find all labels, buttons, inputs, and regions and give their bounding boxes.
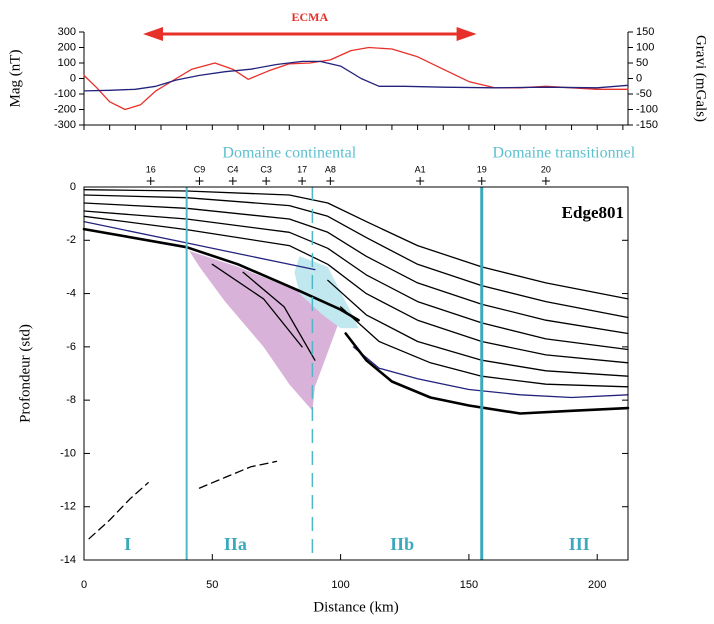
y-tick-label: 100 xyxy=(58,57,76,69)
well-marker xyxy=(326,177,335,185)
well-label: 16 xyxy=(146,164,156,174)
y2-axis-label: Gravi (mGals) xyxy=(693,35,709,122)
well-label: C9 xyxy=(194,164,206,174)
y-tick-label: 200 xyxy=(58,41,76,53)
horizon xyxy=(83,189,629,300)
horizon xyxy=(83,210,629,351)
domain-title: Domaine continental xyxy=(222,145,356,162)
plot-frame xyxy=(83,186,629,561)
y-tick-label: -4 xyxy=(66,287,76,299)
horizon xyxy=(211,263,303,348)
horizon xyxy=(83,194,629,319)
well-label: C3 xyxy=(260,164,272,174)
well-label: A1 xyxy=(415,164,426,174)
well-label: C4 xyxy=(227,164,239,174)
x-tick-label: 0 xyxy=(81,579,87,591)
y-tick-label: -200 xyxy=(54,103,76,115)
horizon xyxy=(352,346,629,399)
y-tick-label: -8 xyxy=(66,394,76,406)
x-tick-label: 100 xyxy=(331,579,349,591)
well-marker xyxy=(228,177,237,185)
y-tick-label: -10 xyxy=(60,447,76,459)
arrow-head xyxy=(143,27,164,41)
y2-tick-label: 100 xyxy=(636,41,654,53)
zone-label: IIa xyxy=(224,534,247,554)
well-label: 17 xyxy=(297,164,307,174)
horizon xyxy=(83,202,629,335)
y2-tick-label: -150 xyxy=(636,119,658,131)
well-marker xyxy=(195,177,204,185)
profile-name: Edge801 xyxy=(562,203,624,222)
y2-tick-label: 0 xyxy=(636,72,642,84)
y2-tick-label: 50 xyxy=(636,57,648,69)
horizon xyxy=(88,482,149,540)
ecma-label: ECMA xyxy=(291,10,328,24)
y-tick-label: -14 xyxy=(60,554,76,566)
horizon xyxy=(327,279,629,377)
well-marker xyxy=(146,177,155,185)
horizon xyxy=(198,460,278,489)
well-label: 20 xyxy=(541,164,551,174)
y-tick-label: -300 xyxy=(54,119,76,131)
y-tick-label: 0 xyxy=(70,72,76,84)
x-tick-label: 150 xyxy=(460,579,478,591)
series-line xyxy=(83,60,629,92)
well-marker xyxy=(477,177,486,185)
horizon xyxy=(344,332,630,415)
well-marker xyxy=(262,177,271,185)
horizon xyxy=(83,220,316,271)
y-axis-label: Profondeur (std) xyxy=(17,324,33,423)
y2-tick-label: 150 xyxy=(636,26,654,38)
x-axis-label: Distance (km) xyxy=(313,599,398,615)
x-tick-label: 200 xyxy=(588,579,606,591)
horizon xyxy=(83,215,629,364)
y-tick-label: -2 xyxy=(66,234,76,246)
y-tick-label: -100 xyxy=(54,88,76,100)
well-marker xyxy=(298,177,307,185)
horizon xyxy=(82,227,360,322)
zone-label: I xyxy=(124,534,131,554)
well-label: A8 xyxy=(325,164,336,174)
y-tick-label: -12 xyxy=(60,501,76,513)
x-tick-label: 50 xyxy=(206,579,218,591)
domain-title: Domaine transitionnel xyxy=(493,145,636,162)
y2-tick-label: -50 xyxy=(636,88,652,100)
horizon xyxy=(242,271,316,361)
well-marker xyxy=(416,177,425,185)
arrow-head xyxy=(456,27,477,41)
well-label: 19 xyxy=(477,164,487,174)
y-axis-label: Mag (nT) xyxy=(7,50,23,108)
y-tick-label: -6 xyxy=(66,341,76,353)
series-line xyxy=(83,46,629,111)
area xyxy=(189,250,341,411)
well-marker xyxy=(541,177,550,185)
y-tick-label: 0 xyxy=(70,181,76,193)
y2-tick-label: -100 xyxy=(636,103,658,115)
zone-label: IIb xyxy=(390,534,414,554)
zone-label: III xyxy=(569,534,590,554)
horizon xyxy=(339,306,629,388)
y-tick-label: 300 xyxy=(58,26,76,38)
